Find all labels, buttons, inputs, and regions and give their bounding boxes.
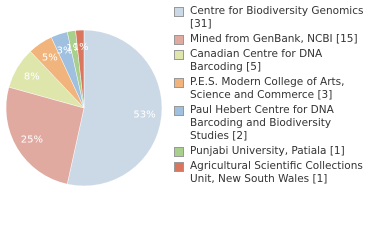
legend-swatch	[174, 35, 184, 45]
legend-label: Canadian Centre for DNA Barcoding [5]	[190, 48, 323, 73]
legend-swatch	[174, 106, 184, 116]
legend-item: Centre for Biodiversity Genomics [31]	[172, 5, 372, 31]
legend-item: Punjabi University, Patiala [1]	[172, 145, 372, 158]
legend-label: Agricultural Scientific Collections Unit…	[190, 160, 363, 185]
pie-slice	[5, 86, 85, 185]
legend-item: Paul Hebert Centre for DNA Barcoding and…	[172, 104, 372, 143]
legend-item: Mined from GenBank, NCBI [15]	[172, 33, 372, 46]
pie: 53% 25% 8%5%3%1%1%	[5, 29, 163, 187]
slice-label: 25%	[21, 134, 43, 145]
pie-slice	[75, 29, 85, 109]
legend-item: Agricultural Scientific Collections Unit…	[172, 160, 372, 186]
legend-label: Mined from GenBank, NCBI [15]	[190, 33, 358, 45]
slice-label: 5%	[42, 53, 58, 64]
legend: Centre for Biodiversity Genomics [31] Min…	[172, 5, 372, 188]
slice-label: 3%	[57, 45, 73, 56]
legend-swatch	[174, 50, 184, 60]
legend-label: Punjabi University, Patiala [1]	[190, 145, 345, 157]
legend-swatch	[174, 78, 184, 88]
legend-swatch	[174, 7, 184, 17]
pie-slice	[66, 29, 163, 187]
slice-label: 53%	[133, 110, 155, 121]
legend-item: Canadian Centre for DNA Barcoding [5]	[172, 48, 372, 74]
legend-swatch	[174, 162, 184, 172]
legend-label: Centre for Biodiversity Genomics [31]	[190, 5, 364, 30]
legend-label: Paul Hebert Centre for DNA Barcoding and…	[190, 104, 334, 142]
legend-label: P.E.S. Modern College of Arts, Science a…	[190, 76, 345, 101]
legend-item: P.E.S. Modern College of Arts, Science a…	[172, 76, 372, 102]
slice-label: 1%	[66, 43, 82, 54]
slice-label: 1%	[73, 42, 89, 53]
slice-label: 8%	[24, 72, 40, 83]
legend-swatch	[174, 147, 184, 157]
